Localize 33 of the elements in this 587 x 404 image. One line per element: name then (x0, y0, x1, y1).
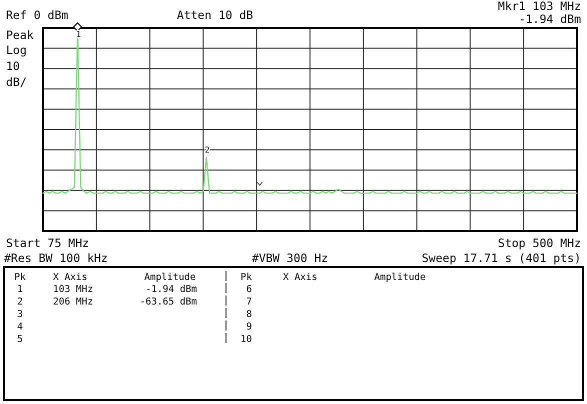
text: Amplitude (374, 272, 426, 283)
text: #VBW 300 Hz (252, 251, 328, 265)
text: -1.94 dBm (146, 284, 198, 295)
text: 3 (17, 309, 23, 320)
text: Mkr1 103 MHz (498, 0, 581, 13)
text: Amplitude (144, 272, 196, 283)
text: Sweep 17.71 s (401 pts) (422, 251, 581, 265)
text: dB/ (6, 75, 27, 89)
text: 10 (6, 59, 20, 73)
text: Atten 10 dB (176, 8, 254, 22)
text: Log (6, 43, 27, 57)
text: Pk (240, 272, 252, 283)
text: Ref 0 dBm (6, 8, 68, 22)
text: Pk (14, 272, 26, 283)
text: -1.94 dBm (518, 12, 582, 26)
text: -63.65 dBm (140, 296, 198, 308)
text: 10 (240, 334, 252, 345)
text: 5 (17, 334, 23, 345)
text: X Axis (283, 272, 318, 283)
text: 2 (17, 296, 23, 308)
text: X Axis (53, 272, 88, 283)
text: Start 75 MHz (6, 236, 90, 250)
text: #Res BW 100 kHz (4, 251, 108, 265)
text: Peak (6, 28, 34, 42)
text: 6 (246, 284, 252, 295)
text: Stop 500 MHz (498, 236, 581, 250)
text: 9 (246, 322, 252, 332)
text: 8 (246, 309, 252, 320)
text: 4 (17, 322, 24, 332)
text: 103 MHz (53, 284, 94, 295)
text: 1 (17, 284, 24, 295)
text: 7 (246, 296, 252, 308)
text: 206 MHz (53, 296, 94, 308)
